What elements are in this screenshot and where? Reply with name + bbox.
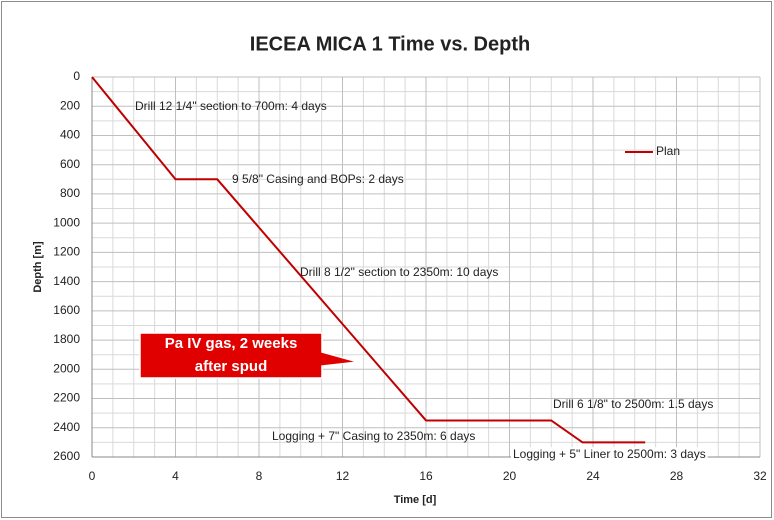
chart-title: IECEA MICA 1 Time vs. Depth xyxy=(250,33,530,55)
x-tick-label: 20 xyxy=(503,469,517,483)
callout-text: Pa IV gas, 2 weeks xyxy=(165,335,298,352)
y-tick-label: 1000 xyxy=(53,215,80,229)
y-tick-label: 600 xyxy=(60,157,80,171)
annotation: Drill 8 1/2" section to 2350m: 10 days xyxy=(300,265,498,279)
annotation: 9 5/8" Casing and BOPs: 2 days xyxy=(232,172,404,186)
y-tick-label: 1200 xyxy=(53,245,80,259)
series-line xyxy=(91,76,646,444)
x-tick-label: 0 xyxy=(89,469,96,483)
y-tick-label: 1600 xyxy=(53,303,80,317)
x-tick-label: 8 xyxy=(256,469,263,483)
y-axis-label: Depth [m] xyxy=(32,241,44,293)
y-tick-label: 2000 xyxy=(53,361,80,375)
annotation: Logging + 7" Casing to 2350m: 6 days xyxy=(272,429,475,443)
x-tick-label: 32 xyxy=(753,469,767,483)
y-tick-label: 2600 xyxy=(53,449,80,463)
y-tick-label: 0 xyxy=(73,69,80,83)
y-tick-label: 800 xyxy=(60,186,80,200)
x-tick-label: 24 xyxy=(586,469,600,483)
x-tick-label: 16 xyxy=(419,469,433,483)
y-tick-label: 400 xyxy=(60,128,80,142)
y-tick-label: 2400 xyxy=(53,420,80,434)
annotation: Drill 6 1/8" to 2500m: 1.5 days xyxy=(553,397,713,411)
x-tick-label: 28 xyxy=(670,469,684,483)
y-tick-label: 2200 xyxy=(53,391,80,405)
y-tick-label: 1800 xyxy=(53,332,80,346)
annotation: Logging + 5" Liner to 2500m: 3 days xyxy=(513,447,706,461)
annotation: Drill 12 1/4" section to 700m: 4 days xyxy=(135,99,327,113)
x-tick-label: 12 xyxy=(336,469,350,483)
y-tick-label: 1400 xyxy=(53,274,80,288)
x-axis-label: Time [d] xyxy=(394,494,437,506)
legend-label: Plan xyxy=(656,144,680,158)
annotation-bg xyxy=(511,447,708,462)
x-tick-label: 4 xyxy=(172,469,179,483)
callout-box xyxy=(139,332,359,379)
y-tick-label: 200 xyxy=(60,98,80,112)
callout-text: after spud xyxy=(195,358,268,375)
